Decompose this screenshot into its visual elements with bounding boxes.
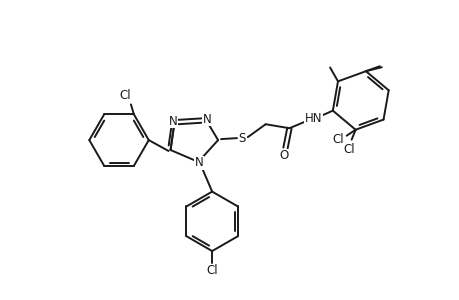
Text: S: S <box>238 132 245 145</box>
Text: HN: HN <box>304 112 321 125</box>
Text: N: N <box>169 115 178 128</box>
Text: O: O <box>279 149 289 162</box>
Text: Cl: Cl <box>206 264 218 278</box>
Text: Cl: Cl <box>331 133 343 146</box>
Text: N: N <box>195 156 203 170</box>
Text: Cl: Cl <box>343 143 355 156</box>
Text: N: N <box>202 113 211 126</box>
Text: Cl: Cl <box>119 89 130 102</box>
